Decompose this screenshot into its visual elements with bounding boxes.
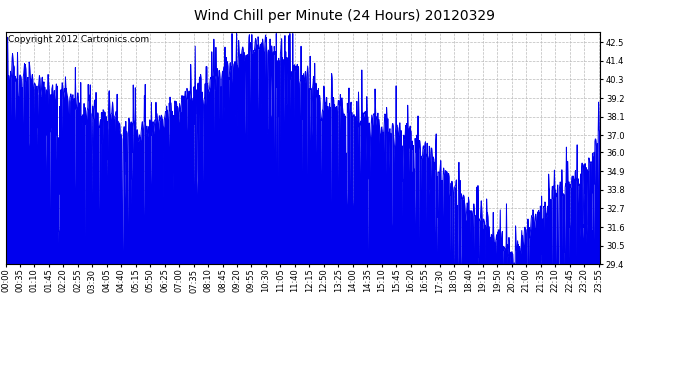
Text: Wind Chill per Minute (24 Hours) 20120329: Wind Chill per Minute (24 Hours) 2012032…	[195, 9, 495, 23]
Text: Copyright 2012 Cartronics.com: Copyright 2012 Cartronics.com	[8, 35, 150, 44]
